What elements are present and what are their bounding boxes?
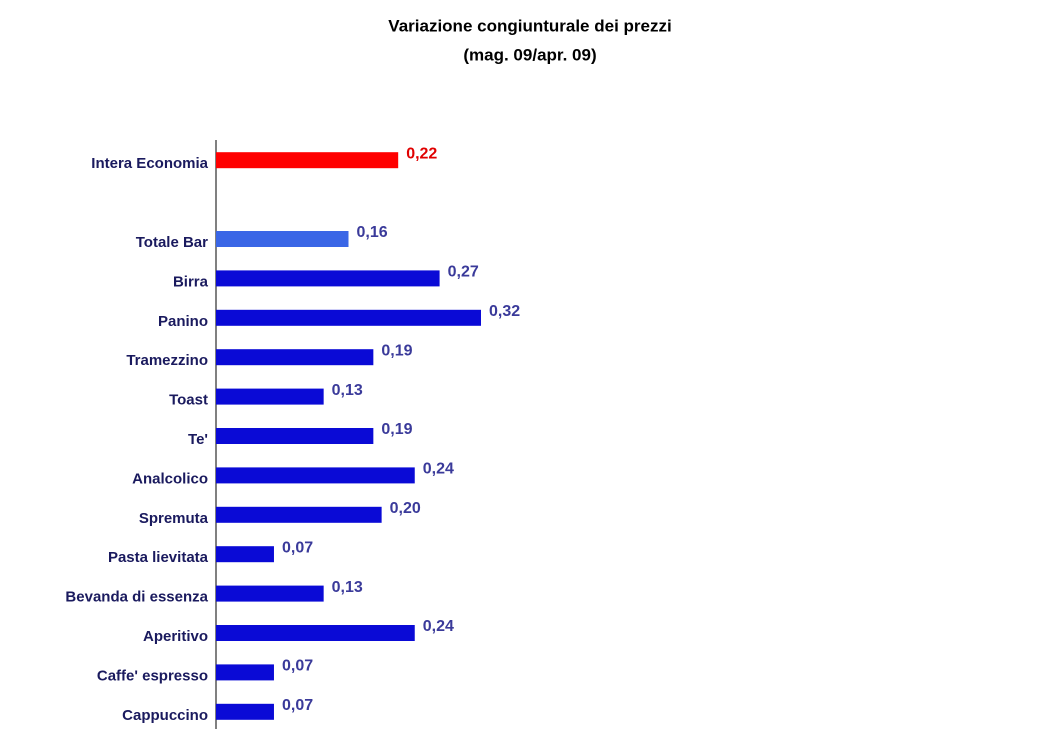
value-label: 0,16	[357, 224, 388, 241]
bar	[216, 585, 324, 602]
category-label: Panino	[158, 313, 208, 330]
value-label: 0,27	[448, 264, 479, 281]
bar	[216, 152, 399, 169]
category-label: Totale Bar	[136, 234, 208, 251]
category-label: Tramezzino	[126, 352, 208, 369]
bar	[216, 231, 349, 247]
bar	[216, 388, 324, 405]
category-label: Birra	[173, 273, 209, 290]
bar	[216, 309, 481, 326]
category-label: Pasta lievitata	[108, 549, 209, 566]
category-label: Toast	[169, 392, 208, 409]
category-label: Spremuta	[139, 510, 209, 527]
chart-title: Variazione congiunturale dei prezzi	[388, 16, 671, 35]
bar	[216, 625, 415, 641]
value-label: 0,13	[332, 382, 363, 399]
value-label: 0,20	[390, 500, 421, 517]
category-label: Analcolico	[132, 470, 208, 487]
value-label: 0,24	[423, 461, 454, 478]
category-label: Cappuccino	[122, 707, 208, 724]
bar	[216, 664, 274, 681]
value-label: 0,24	[423, 618, 454, 635]
value-label: 0,19	[381, 421, 412, 438]
bar	[216, 703, 274, 720]
category-label: Bevanda di essenza	[65, 589, 208, 606]
value-label: 0,32	[489, 303, 520, 320]
bar	[216, 270, 440, 287]
value-label: 0,13	[332, 579, 363, 596]
chart-subtitle: (mag. 09/apr. 09)	[463, 45, 596, 64]
value-label: 0,07	[282, 658, 313, 675]
bar	[216, 506, 382, 523]
value-label: 0,07	[282, 539, 313, 556]
value-label: 0,07	[282, 697, 313, 714]
bar	[216, 546, 274, 563]
category-label: Te'	[188, 431, 208, 448]
value-label: 0,19	[381, 342, 412, 359]
bar	[216, 467, 415, 484]
value-label: 0,22	[406, 145, 437, 162]
category-label: Aperitivo	[143, 628, 208, 645]
bar	[216, 428, 374, 444]
bar	[216, 349, 374, 366]
category-label: Caffe' espresso	[97, 667, 208, 684]
category-label: Intera Economia	[91, 155, 208, 172]
